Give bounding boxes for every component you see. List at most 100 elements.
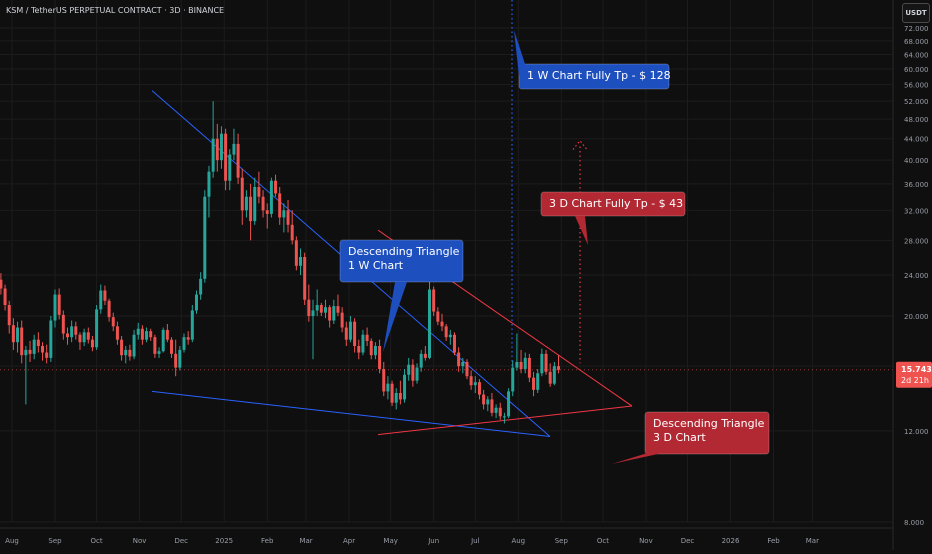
candle-body [103, 290, 107, 301]
candle-body [78, 334, 82, 343]
tp-1w-callout-box[interactable] [518, 63, 670, 90]
candle-body [161, 329, 165, 352]
tp-3d-callout-text: 3 D Chart Fully Tp - $ 43 [549, 197, 683, 210]
y-tick-label: 24.000 [904, 272, 929, 280]
candle-body [32, 339, 36, 354]
candle-body [336, 306, 340, 313]
y-tick-label: 56.000 [904, 82, 929, 90]
candle-body [315, 305, 319, 311]
candle-body [236, 143, 240, 178]
candle-body [124, 349, 128, 356]
candle-body [278, 193, 282, 218]
candle-body [45, 352, 49, 358]
desc-triangle-3d-callout-text: Descending Triangle [653, 417, 765, 430]
candle-body [361, 334, 365, 353]
currency-button[interactable]: USDT [902, 3, 930, 23]
candle-body [57, 294, 61, 315]
red-support-trendline[interactable] [377, 405, 633, 436]
candle-body [274, 180, 278, 194]
candle-body [390, 383, 394, 403]
candle-body [219, 133, 223, 161]
candle-body [207, 171, 211, 197]
candle-body [365, 334, 369, 341]
candle-body [86, 332, 90, 340]
candle-body [228, 154, 232, 181]
candle-body [120, 339, 124, 356]
last-price-value: 15.743 [901, 365, 932, 374]
y-tick-label: 72.000 [904, 25, 929, 33]
x-tick-label: Jun [427, 537, 439, 545]
candle-body [473, 382, 477, 386]
candle-body [136, 328, 140, 335]
candle-body [407, 364, 411, 375]
candle-body [328, 307, 332, 321]
candle-body [411, 364, 415, 381]
candle-body [0, 279, 3, 289]
candle-body [311, 310, 315, 316]
candle-body [344, 327, 348, 340]
candle-body [482, 394, 486, 405]
candle-body [507, 391, 511, 417]
symbol-title: KSM / TetherUS PERPETUAL CONTRACT · 3D ·… [6, 6, 225, 15]
candle-body [544, 353, 548, 372]
candle-body [61, 314, 65, 334]
candle-body [165, 329, 169, 340]
candle-body [174, 353, 178, 368]
candle-body [294, 240, 298, 266]
candle-body [82, 332, 86, 343]
x-tick-label: 2026 [722, 537, 740, 545]
candle-body [457, 352, 461, 367]
candle-body [378, 346, 382, 369]
candle-body [49, 320, 53, 358]
desc-triangle-3d-callout-text: 3 D Chart [653, 431, 706, 444]
candle-body [149, 331, 153, 338]
candle-body [332, 306, 336, 321]
candle-body [444, 326, 448, 338]
candle-body [253, 186, 257, 222]
candle-body [240, 177, 244, 211]
x-tick-label: May [383, 537, 397, 545]
candle-body [303, 257, 307, 300]
candle-body [211, 138, 215, 172]
candle-body [307, 299, 311, 316]
candle-body [394, 392, 398, 403]
candle-body [419, 353, 423, 368]
candle-body [95, 309, 99, 348]
candle-body [436, 311, 440, 322]
candle-body [170, 339, 174, 354]
annotation-layer[interactable]: 1 W Chart Fully Tp - $ 128 3 D Chart Full… [339, 30, 770, 464]
candle-body [527, 357, 531, 378]
candle-body [498, 407, 502, 417]
y-tick-label: 28.000 [904, 237, 929, 245]
candle-body [178, 349, 182, 368]
candle-body [490, 399, 494, 413]
tp-3d-callout[interactable]: 3 D Chart Fully Tp - $ 43 [540, 191, 686, 245]
candle-body [519, 361, 523, 369]
tp-1w-callout[interactable]: 1 W Chart Fully Tp - $ 128 [514, 30, 671, 90]
x-tick-label: Sep [555, 537, 569, 545]
candle-countdown: 2d 21h [901, 376, 929, 385]
candle-body [11, 325, 15, 343]
desc-triangle-3d-callout[interactable]: Descending Triangle 3 D Chart [612, 411, 770, 464]
x-tick-label: Feb [261, 537, 274, 545]
x-tick-label: Oct [91, 537, 103, 545]
candle-body [319, 305, 323, 313]
candle-body [548, 371, 552, 384]
last-price-tag [896, 361, 932, 388]
desc-triangle-1w-callout[interactable]: Descending Triangle 1 W Chart [339, 239, 464, 352]
y-tick-label: 12.000 [904, 428, 929, 436]
desc-triangle-3d-callout-box[interactable] [644, 411, 770, 455]
candle-body [461, 361, 465, 367]
x-tick-label: Oct [597, 537, 609, 545]
candle-body [115, 326, 119, 340]
tp-3d-callout-box[interactable] [540, 191, 686, 217]
candle-body [53, 294, 57, 321]
candle-body [41, 346, 45, 353]
candle-body [244, 196, 248, 211]
candle-body [128, 349, 132, 357]
y-tick-label: 32.000 [904, 207, 929, 215]
blue-support-trendline[interactable] [151, 390, 551, 438]
